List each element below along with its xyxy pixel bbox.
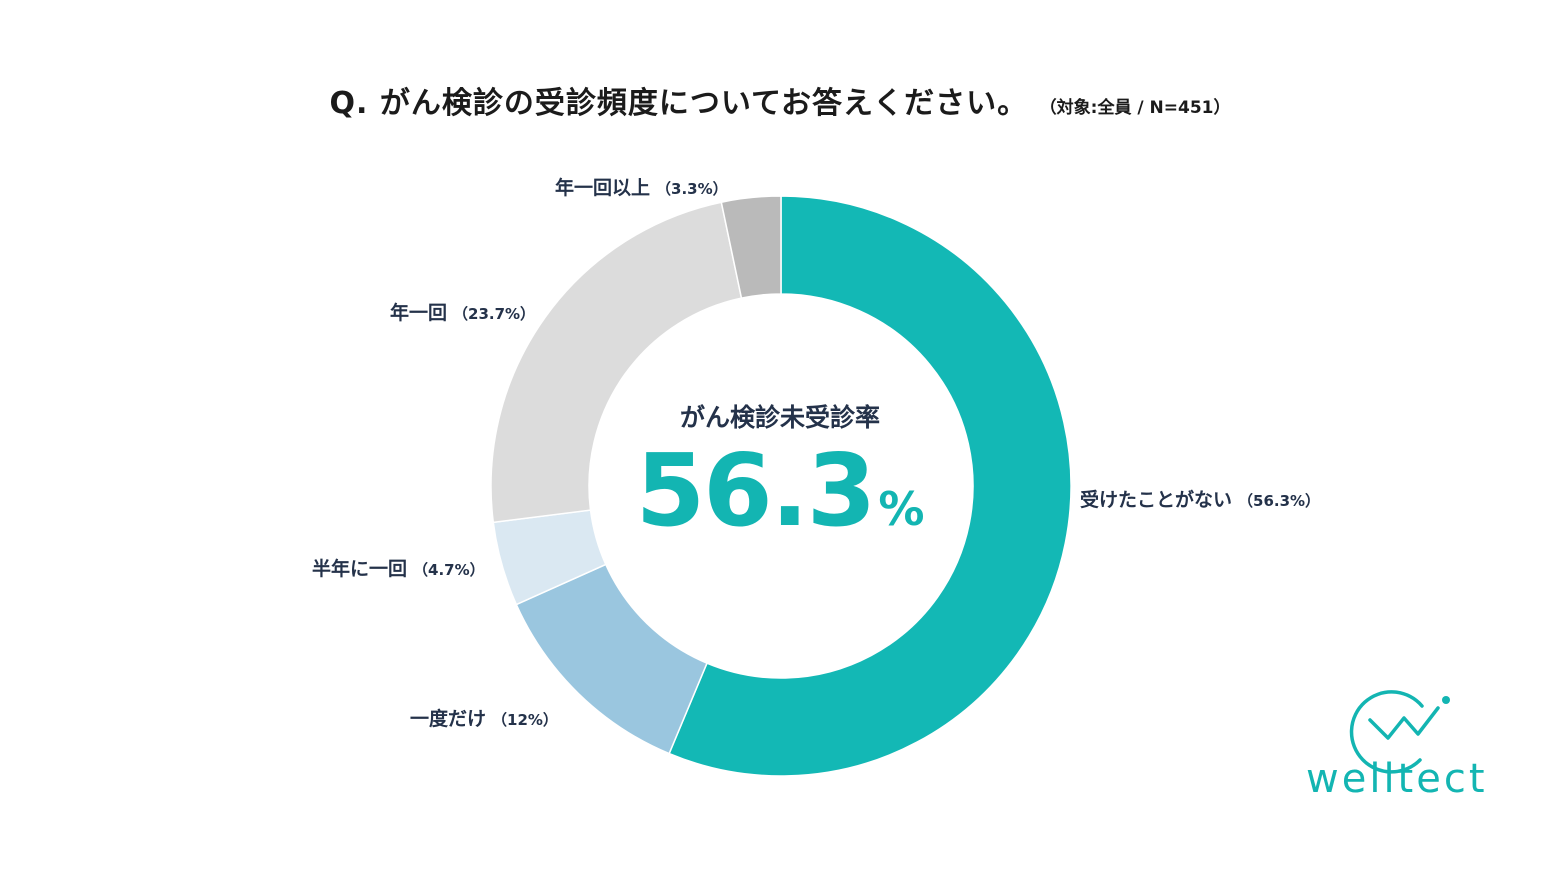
slice-label-text: 年一回 — [390, 302, 448, 324]
center-caption: がん検診未受診率 — [679, 403, 880, 432]
slice-label-percent: （4.7%） — [413, 561, 485, 579]
center-unit: % — [878, 482, 925, 536]
slice-label-yearly: 年一回 （23.7%） — [390, 298, 535, 325]
slice-label-more-than-yearly: 年一回以上 （3.3%） — [555, 173, 728, 200]
welltect-logo-icon — [1349, 690, 1450, 774]
slice-label-percent: （3.3%） — [656, 180, 728, 198]
chart-title: Q. がん検診の受診頻度についてお答えください。 — [329, 86, 1029, 121]
slice-label-text: 年一回以上 — [555, 177, 651, 199]
slice-label-half-year: 半年に一回 （4.7%） — [312, 554, 485, 581]
slice-more-than-yearly — [720, 195, 782, 300]
chart-header: Q. がん検診の受診頻度についてお答えください。 （対象:全員 / N=451） — [0, 78, 1560, 122]
slice-yearly — [490, 201, 743, 524]
logo-text: welltect — [1306, 756, 1488, 802]
center-number: 56.3 — [635, 432, 877, 549]
slice-label-text: 半年に一回 — [312, 558, 408, 580]
slice-label-percent: （56.3%） — [1238, 492, 1321, 510]
center-value: 56.3% — [580, 432, 980, 549]
chart-subtitle: （対象:全員 / N=451） — [1048, 98, 1231, 118]
slice-label-text: 一度だけ — [410, 708, 487, 730]
slice-never — [668, 195, 1072, 777]
slice-label-percent: （23.7%） — [453, 305, 536, 323]
slice-label-once: 一度だけ （12%） — [410, 704, 558, 731]
slice-label-percent: （12%） — [492, 711, 558, 729]
slice-label-never: 受けたことがない （56.3%） — [1080, 485, 1320, 512]
slice-label-text: 受けたことがない — [1080, 489, 1233, 511]
